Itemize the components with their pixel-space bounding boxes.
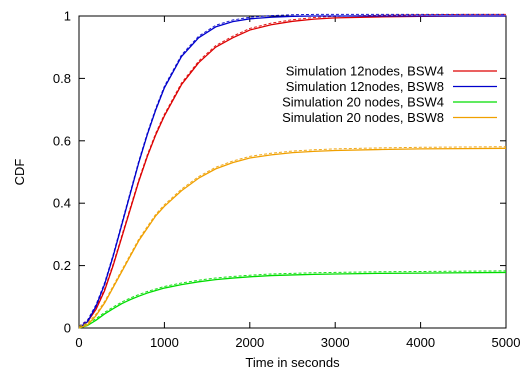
x-tick-label: 2000 <box>235 335 264 350</box>
y-tick-label: 0.2 <box>53 258 71 273</box>
series-1-line <box>78 15 506 329</box>
y-tick-label: 0 <box>64 321 71 336</box>
series-4-overlay-line <box>78 146 507 327</box>
x-tick-label: 4000 <box>406 335 435 350</box>
x-tick-label: 5000 <box>492 335 521 350</box>
legend-label: Simulation 20 nodes, BSW4 <box>282 95 444 110</box>
y-tick-label: 1 <box>64 9 71 24</box>
y-axis-title: CDF <box>12 159 27 186</box>
series-2-overlay-line <box>78 13 506 327</box>
y-tick-label: 0.6 <box>53 133 71 148</box>
y-tick-label: 0.8 <box>53 71 71 86</box>
series-2-line <box>78 15 506 329</box>
x-axis-title: Time in seconds <box>245 355 340 370</box>
series-3-overlay-line <box>78 270 507 327</box>
y-tick-label: 0.4 <box>53 196 71 211</box>
legend-label: Simulation 20 nodes, BSW8 <box>282 110 444 125</box>
x-tick-label: 0 <box>75 335 82 350</box>
axes-layer: 0 1000 2000 3000 4000 5000 0 0.2 0.4 0.6 0.8 1 <box>53 9 521 351</box>
series-layer <box>78 13 507 329</box>
x-tick-label: 1000 <box>150 335 179 350</box>
series-3-line <box>78 271 507 329</box>
legend-label: Simulation 12nodes, BSW4 <box>286 64 444 79</box>
series-1-overlay-line <box>78 13 506 327</box>
x-tick-label: 3000 <box>321 335 350 350</box>
series-4-line <box>78 147 507 329</box>
legend-label: Simulation 12nodes, BSW8 <box>286 79 444 94</box>
labels-layer: Time in seconds CDF <box>12 159 340 370</box>
